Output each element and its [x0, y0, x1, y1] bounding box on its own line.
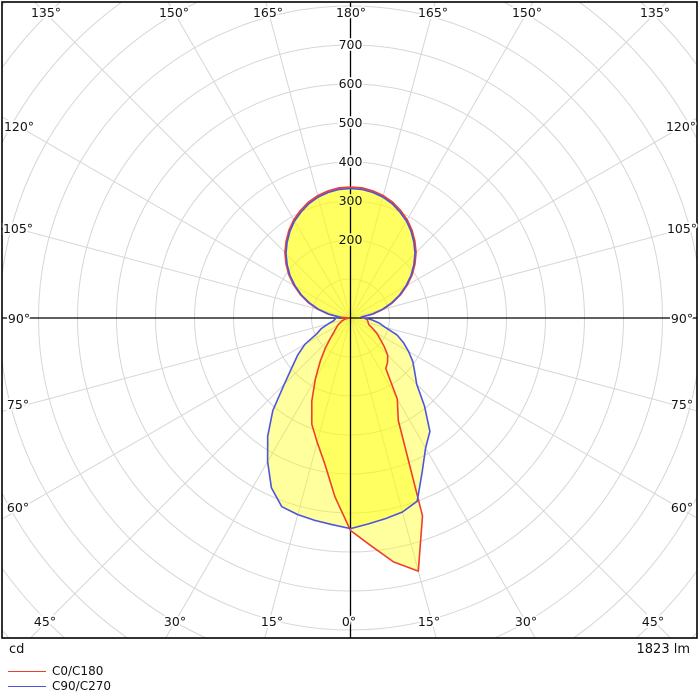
- angle-label: 0°: [342, 614, 356, 629]
- radial-tick-label: 400: [339, 154, 363, 169]
- luminous-flux-value: 1823 lm: [636, 642, 691, 657]
- footer-row: cd 1823 lm: [0, 641, 700, 657]
- angle-label: 150°: [159, 5, 189, 20]
- angle-label: 135°: [640, 5, 670, 20]
- legend-line-c0-c180: [8, 671, 46, 672]
- angle-label: 150°: [512, 5, 542, 20]
- angle-label: 165°: [253, 5, 283, 20]
- angle-label: 105°: [667, 221, 697, 236]
- angle-label: 90°: [8, 311, 30, 326]
- angle-label: 60°: [7, 500, 29, 515]
- radial-tick-label: 700: [339, 37, 363, 52]
- angle-label: 75°: [7, 397, 29, 412]
- fill-c90-c270: [267, 188, 430, 529]
- angle-label: 120°: [666, 119, 696, 134]
- polar-chart: 200 300 400 500 600 700 135° 150° 165° 180° 165° 15…: [1, 1, 699, 639]
- radial-tick-label: 200: [339, 232, 363, 247]
- legend: C0/C180 C90/C270: [0, 664, 300, 694]
- radial-tick-label: 500: [339, 115, 363, 130]
- angle-label: 120°: [4, 119, 34, 134]
- legend-label: C0/C180: [52, 664, 104, 678]
- angle-label: 105°: [3, 221, 33, 236]
- angle-label: 15°: [418, 614, 440, 629]
- unit-label: cd: [9, 642, 25, 657]
- radial-tick-label: 600: [339, 76, 363, 91]
- curve-c90-c270: [266, 187, 431, 530]
- radial-tick-label: 300: [339, 193, 363, 208]
- angle-label: 15°: [261, 614, 283, 629]
- curve-strokes: [266, 186, 431, 572]
- legend-label: C90/C270: [52, 679, 111, 693]
- angle-label: 45°: [642, 614, 664, 629]
- angle-label: 180°: [336, 5, 366, 20]
- plot-border: [1, 1, 698, 639]
- legend-item-c0-c180: C0/C180: [0, 664, 300, 679]
- fill-c0-c180: [284, 187, 423, 572]
- angle-label: 90°: [671, 311, 693, 326]
- angle-label: 135°: [31, 5, 61, 20]
- legend-item-c90-c270: C90/C270: [0, 679, 300, 694]
- angle-label: 30°: [164, 614, 186, 629]
- angle-label: 165°: [418, 5, 448, 20]
- legend-line-c90-c270: [8, 686, 46, 687]
- angle-label: 60°: [671, 500, 693, 515]
- curve-fills: [267, 187, 430, 572]
- curve-c0-c180: [284, 186, 424, 572]
- angle-label: 30°: [515, 614, 537, 629]
- angle-label: 75°: [671, 397, 693, 412]
- angle-label: 45°: [34, 614, 56, 629]
